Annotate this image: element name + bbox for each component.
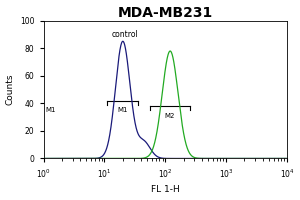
X-axis label: FL 1-H: FL 1-H	[151, 185, 180, 194]
Text: M1: M1	[45, 107, 56, 113]
Title: MDA-MB231: MDA-MB231	[118, 6, 213, 20]
Text: M1: M1	[117, 107, 128, 113]
Y-axis label: Counts: Counts	[6, 74, 15, 105]
Text: M2: M2	[164, 113, 175, 119]
Text: control: control	[111, 30, 138, 39]
